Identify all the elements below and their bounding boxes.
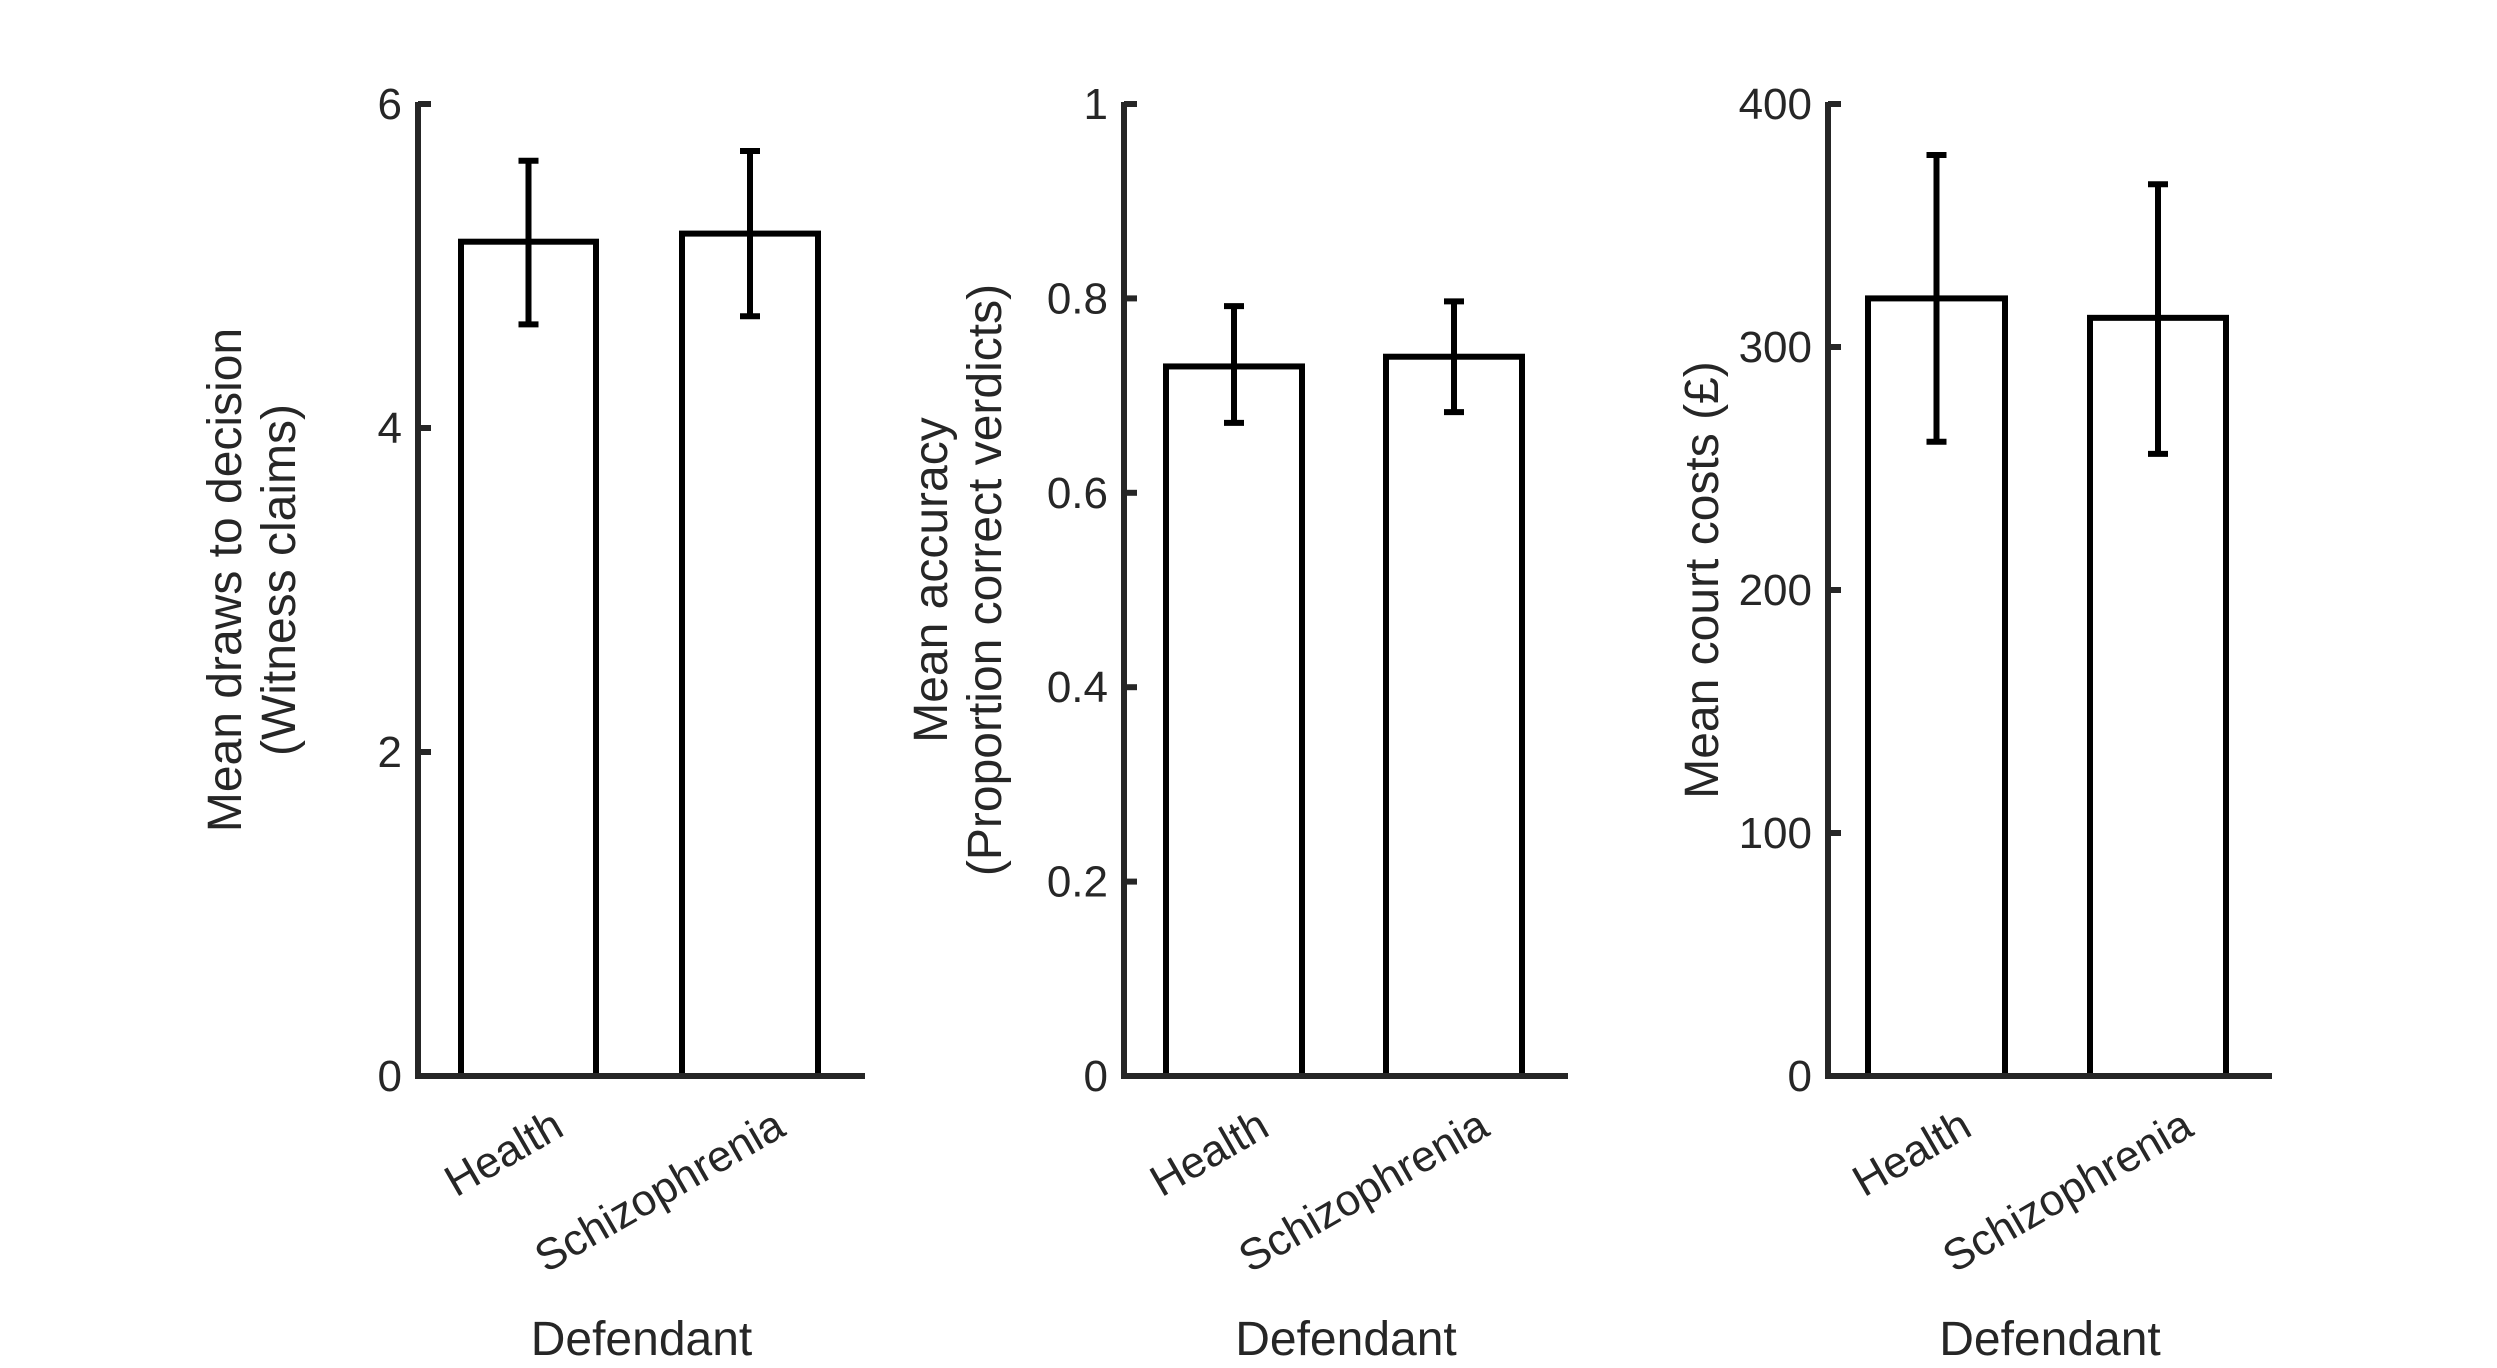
x-axis-label: Defendant [531,1313,753,1366]
bar-health [458,238,599,1079]
bar-health [1163,363,1305,1079]
y-tick-label: 400 [1739,80,1812,129]
y-tick-label: 0.8 [1047,274,1108,323]
y-tick-label: 0 [1788,1052,1812,1101]
bar-schizophrenia [679,230,821,1080]
y-axis-label: (Witness claims) [253,404,306,756]
y-tick-label: 200 [1739,566,1812,615]
x-tick-label: Schizophrenia [527,1100,793,1282]
y-axis-label: Mean court costs (£) [1676,361,1729,798]
y-tick-label: 6 [378,80,402,129]
y-axis-label: Mean accuracy [905,417,958,742]
y-tick-label: 300 [1739,323,1812,372]
y-tick-label: 100 [1739,809,1812,858]
y-tick-label: 0.2 [1047,858,1108,907]
x-axis-label: Defendant [1939,1313,2161,1366]
y-tick-label: 0 [378,1052,402,1101]
error-bar-schizophrenia [740,147,760,320]
x-tick-label: Health [1142,1100,1277,1206]
error-bar-health [518,157,539,328]
bar-schizophrenia [1383,353,1525,1080]
x-axis-label: Defendant [1235,1313,1457,1366]
y-axis-label: Mean draws to decision [199,328,252,832]
y-tick-label: 4 [378,404,402,453]
error-bar-schizophrenia [2148,181,2168,457]
y-axis-label: (Proportion correct verdicts) [959,284,1012,876]
error-bar-schizophrenia [1444,298,1464,416]
x-tick-label: Schizophrenia [1935,1100,2201,1282]
x-tick-label: Health [436,1100,571,1206]
error-bar-health [1224,303,1244,426]
y-tick-label: 2 [378,728,402,777]
y-tick-label: 0 [1084,1052,1108,1101]
x-tick-label: Schizophrenia [1231,1100,1497,1282]
y-tick-label: 0.6 [1047,469,1108,518]
y-tick-label: 0.4 [1047,663,1108,712]
y-tick-label: 1 [1084,80,1108,129]
x-tick-label: Health [1844,1100,1979,1206]
error-bar-health [1926,152,1947,445]
